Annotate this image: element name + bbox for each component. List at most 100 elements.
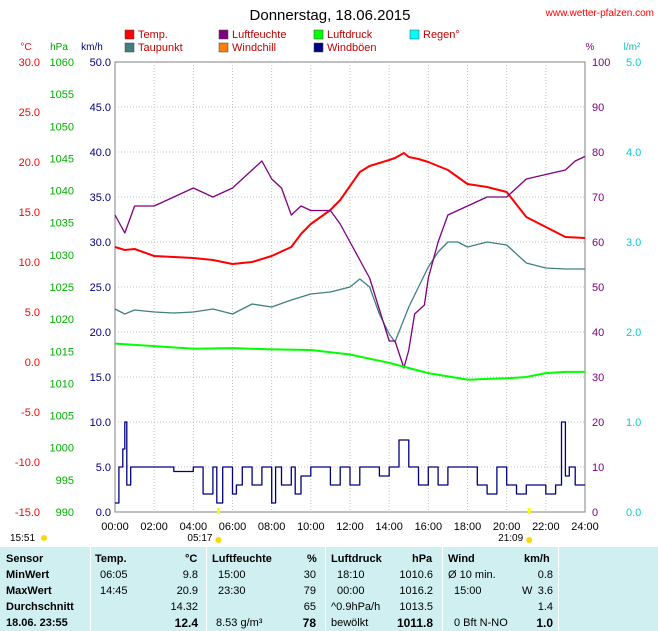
temp-tick-label: 10.0 [19, 257, 40, 269]
temp-unit-header: °C [185, 553, 198, 565]
wind-tick-label: 35.0 [90, 192, 111, 204]
time-tick-label: 14:00 [375, 521, 403, 533]
pressure-tick-label: 1015 [50, 346, 74, 358]
legend-swatch [218, 29, 229, 40]
current-wind-value: 1.0 [536, 616, 553, 630]
time-tick-label: 08:00 [258, 521, 286, 533]
max-label: MaxWert [6, 585, 52, 597]
chart-legend: Temp. Luftfeuchte Luftdruck Regen° Taupunkt W… [124, 29, 460, 54]
time-tick-label: 04:00 [180, 521, 208, 533]
temp-tick-label: 5.0 [25, 307, 40, 319]
series-line-humidity [114, 155, 586, 369]
pressure-tick-label: 1045 [50, 153, 74, 165]
time-tick-label: 02:00 [140, 521, 168, 533]
absolute-humidity: 8.53 g/m³ [216, 617, 263, 629]
time-tick-label: 06:00 [219, 521, 247, 533]
rain-tick-label: 1.0 [626, 417, 641, 429]
data-series [114, 152, 586, 504]
pressure-unit-label: hPa [50, 42, 68, 53]
rain-tick-label: 5.0 [626, 57, 641, 69]
temp-tick-label: -10.0 [15, 457, 40, 469]
wind-tick-label: 5.0 [96, 462, 111, 474]
humidity-unit-label: % [586, 42, 595, 53]
avg-wind-value: 1.4 [537, 601, 553, 613]
min-wind-label: Ø 10 min. [448, 569, 496, 581]
weather-chart: Donnerstag, 18.06.2015 www.wetter-pfalze… [10, 7, 654, 544]
min-pressure-time: 18:10 [337, 569, 365, 581]
humidity-tick-label: 30 [592, 372, 604, 384]
wind-tick-label: 45.0 [90, 102, 111, 114]
humidity-tick-label: 0 [592, 507, 598, 519]
humidity-tick-label: 20 [592, 417, 604, 429]
wind-tick-label: 40.0 [90, 147, 111, 159]
source-link[interactable]: www.wetter-pfalzen.com [545, 8, 654, 19]
time-tick-label: 24:00 [571, 521, 599, 533]
humidity-tick-label: 100 [592, 57, 610, 69]
min-humidity-value: 30 [303, 569, 316, 581]
time-tick-label: 00:00 [101, 521, 129, 533]
humidity-unit-header: % [307, 553, 317, 565]
legend-label: Temp. [138, 29, 168, 41]
pressure-tick-label: 1030 [50, 250, 74, 262]
day-length-icon [41, 535, 47, 541]
humidity-tick-label: 40 [592, 327, 604, 339]
time-tick-label: 20:00 [493, 521, 521, 533]
axis-ticks: 30.0 25.0 20.0 15.0 10.0 5.0 0.0 -5.0 -10.0 -15.0… [15, 57, 641, 533]
legend-swatch [313, 29, 324, 40]
legend-swatch [313, 42, 324, 53]
min-humidity-time: 15:00 [218, 569, 246, 581]
max-wind-time: 15:00 [454, 585, 482, 597]
pressure-unit-header: hPa [412, 553, 433, 565]
humidity-tick-label: 60 [592, 237, 604, 249]
rain-tick-label: 3.0 [626, 237, 641, 249]
rain-tick-label: 4.0 [626, 147, 641, 159]
rain-unit-label: l/m² [624, 42, 641, 53]
temp-tick-label: 15.0 [19, 207, 40, 219]
temp-header: Temp. [95, 553, 127, 565]
pressure-tick-label: 1025 [50, 282, 74, 294]
legend-swatch [218, 42, 229, 53]
time-tick-label: 12:00 [336, 521, 364, 533]
chart-title: Donnerstag, 18.06.2015 [250, 7, 411, 24]
max-pressure-time: 00:00 [337, 585, 365, 597]
sensor-header: Sensor [6, 553, 44, 565]
max-temp-value: 20.9 [176, 585, 198, 597]
humidity-header: Luftfeuchte [212, 553, 272, 565]
avg-humidity-value: 65 [303, 601, 316, 613]
avg-label: Durchschnitt [6, 601, 74, 613]
max-pressure-value: 1016.2 [399, 585, 433, 597]
humidity-tick-label: 80 [592, 147, 604, 159]
humidity-tick-label: 10 [592, 462, 604, 474]
legend-label: Windböen [327, 42, 377, 54]
current-temp-value: 12.4 [174, 616, 198, 630]
pressure-trend: ^0.9hPa/h [331, 601, 381, 613]
pressure-tick-label: 1040 [50, 186, 74, 198]
current-humidity-value: 78 [302, 616, 316, 630]
legend-label: Taupunkt [138, 42, 183, 54]
humidity-tick-label: 70 [592, 192, 604, 204]
series-line-temp [114, 152, 586, 265]
wind-tick-label: 10.0 [90, 417, 111, 429]
statistics-table: Sensor Temp. °C Luftfeuchte % Luftdruck … [0, 547, 658, 631]
wind-unit-label: km/h [81, 42, 103, 53]
current-pressure-value: 1011.8 [396, 616, 433, 630]
pressure-tick-label: 1000 [50, 443, 74, 455]
min-pressure-value: 1010.6 [399, 569, 433, 581]
max-wind-direction: W [522, 585, 533, 597]
min-temp-value: 9.8 [182, 569, 198, 581]
max-humidity-time: 23:30 [218, 585, 246, 597]
pressure-tick-label: 1005 [50, 411, 74, 423]
sunset-icon [526, 537, 533, 543]
legend-swatch [124, 29, 135, 40]
condition-text: bewölkt [331, 617, 369, 629]
time-tick-label: 22:00 [532, 521, 560, 533]
legend-swatch [124, 42, 135, 53]
temp-tick-label: 0.0 [25, 357, 40, 369]
min-label: MinWert [6, 569, 50, 581]
legend-label: Regen° [423, 29, 460, 41]
temp-tick-label: -15.0 [15, 507, 40, 519]
time-tick-label: 18:00 [454, 521, 482, 533]
legend-label: Windchill [232, 42, 276, 54]
pressure-header: Luftdruck [331, 553, 382, 565]
temp-unit-label: °C [20, 42, 31, 53]
